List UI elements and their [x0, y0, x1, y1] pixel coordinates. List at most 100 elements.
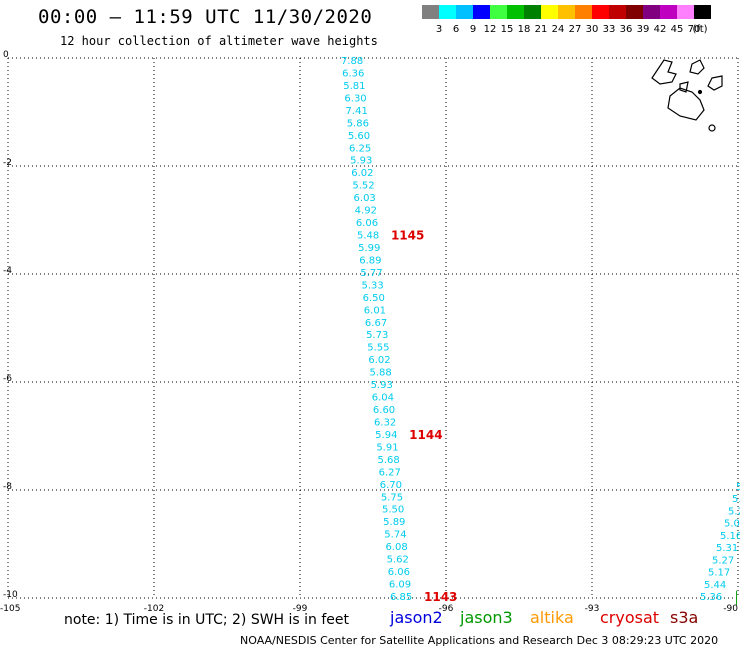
- scale-label: 24: [551, 24, 565, 35]
- swh-value-label: 5.93: [371, 380, 393, 391]
- swh-value-label: 5.48: [357, 231, 379, 242]
- swh-value-label: 5.44: [704, 580, 726, 591]
- pass-time-label: 1145: [391, 229, 424, 243]
- track-value-labels: 7.886.365.816.307.415.865.606.255.936.02…: [341, 56, 740, 605]
- swh-value-label: 5.16: [720, 531, 740, 542]
- swh-value-label: 5.27: [712, 555, 734, 566]
- swh-value-label: 5.81: [343, 81, 365, 92]
- swh-value-label: 6.03: [354, 193, 376, 204]
- scale-label: (ft): [692, 24, 708, 35]
- pass-time-label: 1144: [409, 428, 442, 442]
- lon-tick-label: -90: [723, 604, 738, 614]
- swh-value-label: 6.25: [349, 143, 371, 154]
- swh-value-label: 5: [736, 482, 740, 493]
- swh-value-label: 6.02: [351, 168, 373, 179]
- swh-value-label: 5.36: [700, 592, 722, 603]
- swh-value-label: 6.06: [388, 567, 410, 578]
- scale-label: 70: [687, 24, 701, 35]
- scale-label: 36: [619, 24, 633, 35]
- lon-tick-label: -99: [293, 604, 308, 614]
- swh-value-label: 5.93: [350, 156, 372, 167]
- swh-value-label: 7.41: [346, 106, 368, 117]
- scale-label: 12: [483, 24, 497, 35]
- scale-swatch: [490, 5, 507, 19]
- lat-tick-label: 0: [3, 50, 9, 60]
- page-subtitle: 12 hour collection of altimeter wave hei…: [60, 34, 378, 48]
- scale-swatch: [558, 5, 575, 19]
- lon-tick-label: -93: [585, 604, 600, 614]
- scale-swatch: [456, 5, 473, 19]
- scale-swatch: [541, 5, 558, 19]
- swh-value-label: 6.89: [359, 255, 381, 266]
- scale-swatch: [507, 5, 524, 19]
- swh-value-label: 5.55: [367, 343, 389, 354]
- track-end-marker: │: [733, 590, 740, 605]
- swh-value-label: 6.60: [373, 405, 395, 416]
- swh-value-label: 7.88: [341, 56, 363, 67]
- page-title: 00:00 – 11:59 UTC 11/30/2020: [38, 6, 373, 28]
- scale-swatch: [609, 5, 626, 19]
- lat-tick-label: -10: [3, 590, 18, 600]
- swh-value-label: 6.27: [379, 467, 401, 478]
- scale-label: 45: [670, 24, 684, 35]
- swh-value-label: 5.94: [375, 430, 397, 441]
- swh-value-label: 5.74: [384, 530, 406, 541]
- units-note: note: 1) Time is in UTC; 2) SWH is in fe…: [64, 612, 350, 628]
- lat-lon-grid: 0-2-4-6-8-10-105 -102 -99 -96 -93 -90: [0, 50, 739, 614]
- swh-value-label: 5.77: [360, 268, 382, 279]
- scale-swatch: [575, 5, 592, 19]
- legend-item-s3a: s3a: [670, 608, 699, 627]
- swh-value-label: 6.09: [389, 580, 411, 591]
- scale-swatch: [626, 5, 643, 19]
- swh-value-label: 6.02: [368, 355, 390, 366]
- swh-value-label: 5.89: [383, 517, 405, 528]
- lon-tick-label: -102: [144, 604, 164, 614]
- swh-value-label: 5.17: [708, 568, 730, 579]
- swh-value-label: 5.91: [376, 442, 398, 453]
- lon-tick-label: -96: [439, 604, 454, 614]
- legend-item-altika: altika: [530, 608, 574, 627]
- galapagos-coastline: [651, 59, 723, 132]
- scale-label: 21: [534, 24, 548, 35]
- scale-swatch: [643, 5, 660, 19]
- scale-label: 6: [452, 24, 460, 35]
- footer-credit: NOAA/NESDIS Center for Satellite Applica…: [240, 634, 719, 647]
- legend-item-cryosat: cryosat: [600, 608, 660, 627]
- swh-value-label: 6.32: [374, 417, 396, 428]
- scale-swatch: [473, 5, 490, 19]
- scale-label: 30: [585, 24, 599, 35]
- swh-value-label: 5.60: [348, 131, 370, 142]
- scale-label: 39: [636, 24, 650, 35]
- swh-value-label: 5.62: [387, 555, 409, 566]
- swh-value-label: 5.68: [377, 455, 399, 466]
- scale-swatch: [694, 5, 711, 19]
- scale-label: 42: [653, 24, 667, 35]
- swh-value-label: 5.33: [362, 280, 384, 291]
- scale-label: 27: [568, 24, 582, 35]
- scale-swatch: [677, 5, 694, 19]
- scale-label: 3: [435, 24, 443, 35]
- swh-value-label: 5.73: [366, 330, 388, 341]
- scale-swatch: [592, 5, 609, 19]
- swh-value-label: 5.99: [358, 243, 380, 254]
- swh-value-label: 6.04: [372, 393, 394, 404]
- swh-value-label: 5.86: [347, 118, 369, 129]
- swh-value-label: 5.52: [352, 181, 374, 192]
- swh-value-label: 6.06: [356, 218, 378, 229]
- scale-swatch: [660, 5, 677, 19]
- swh-value-label: 5.2: [728, 506, 740, 517]
- swh-value-label: 6.01: [364, 305, 386, 316]
- legend-item-jason2: jason2: [390, 608, 443, 627]
- scale-swatch: [422, 5, 439, 19]
- pass-time-label: 1143: [424, 590, 457, 604]
- scale-swatch: [439, 5, 456, 19]
- swh-value-label: 5.88: [369, 368, 391, 379]
- scale-label: 18: [517, 24, 531, 35]
- swh-value-label: 5.: [732, 494, 740, 505]
- swh-value-label: 4.92: [355, 206, 377, 217]
- swh-value-label: 5.50: [382, 505, 404, 516]
- scale-label: 9: [469, 24, 477, 35]
- swh-value-label: 6.85: [390, 592, 412, 603]
- swh-value-label: 6.36: [342, 68, 364, 79]
